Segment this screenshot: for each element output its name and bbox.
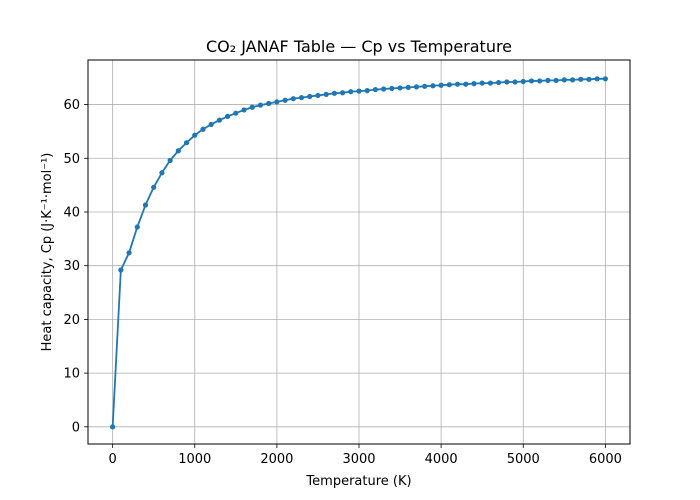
data-point — [504, 79, 510, 85]
x-tick-label: 4000 — [425, 452, 458, 467]
y-axis-label: Heat capacity, Cp (J·K⁻¹·mol⁻¹) — [40, 153, 55, 352]
data-point — [586, 76, 592, 82]
data-point — [381, 86, 387, 92]
x-tick-label: 6000 — [589, 452, 622, 467]
data-point — [561, 77, 567, 83]
y-axis-ticks: 0 10 20 30 40 50 60 — [63, 98, 88, 435]
data-point — [282, 97, 288, 103]
data-point — [307, 93, 313, 100]
data-point — [290, 96, 296, 102]
x-axis-label: Temperature (K) — [305, 474, 411, 489]
data-point — [520, 78, 526, 85]
data-point — [422, 83, 428, 89]
y-tick-label: 20 — [63, 313, 80, 328]
data-point — [175, 148, 181, 154]
data-point — [192, 132, 198, 138]
data-point — [389, 85, 395, 92]
data-point — [298, 94, 305, 101]
data-point — [528, 78, 535, 84]
data-point — [471, 81, 477, 87]
data-point — [118, 267, 124, 273]
data-point — [454, 81, 461, 87]
data-point — [512, 79, 518, 85]
chart-title: CO₂ JANAF Table — Cp vs Temperature — [206, 37, 512, 56]
data-point — [496, 79, 502, 86]
data-point — [479, 80, 485, 86]
data-point — [183, 140, 190, 146]
data-point — [208, 121, 214, 128]
data-point — [200, 126, 206, 132]
data-point — [126, 250, 132, 256]
x-tick-label: 5000 — [507, 452, 540, 467]
y-tick-label: 50 — [63, 152, 80, 167]
data-point — [446, 82, 452, 88]
grid — [88, 60, 630, 444]
data-point — [405, 84, 411, 90]
data-point — [142, 202, 149, 208]
data-point — [159, 170, 165, 176]
data-point — [463, 81, 469, 87]
data-point — [241, 107, 247, 113]
x-tick-label: 2000 — [260, 452, 293, 467]
data-point — [167, 157, 173, 164]
y-tick-label: 0 — [72, 420, 80, 435]
data-point — [216, 117, 222, 123]
data-point — [323, 91, 329, 97]
data-point — [249, 104, 255, 110]
data-point — [348, 89, 354, 95]
data-point — [331, 90, 337, 96]
x-tick-label: 0 — [108, 452, 116, 467]
data-point — [569, 77, 576, 83]
data-point — [356, 88, 362, 94]
x-tick-label: 3000 — [342, 452, 375, 467]
data-point — [315, 92, 321, 99]
data-point — [151, 184, 157, 190]
x-axis-ticks: 0 1000 2000 3000 4000 5000 6000 — [108, 444, 622, 467]
data-point — [233, 110, 239, 116]
data-point — [266, 100, 272, 107]
data-point — [537, 78, 543, 84]
data-point — [225, 113, 231, 119]
x-tick-label: 1000 — [178, 452, 211, 467]
y-tick-label: 40 — [63, 205, 80, 220]
data-point — [578, 76, 584, 82]
data-point — [594, 76, 600, 82]
data-point — [553, 77, 559, 84]
data-point — [134, 224, 140, 230]
data-point — [413, 84, 420, 90]
data-point — [487, 80, 493, 86]
data-point — [438, 82, 444, 88]
data-point — [110, 424, 116, 430]
y-tick-label: 10 — [63, 367, 80, 382]
data-point — [430, 83, 436, 89]
data-point — [545, 77, 551, 84]
y-tick-label: 30 — [63, 259, 80, 274]
data-point — [397, 85, 403, 91]
data-point — [372, 86, 379, 93]
data-point — [339, 90, 346, 96]
y-tick-label: 60 — [63, 98, 80, 113]
data-point — [274, 99, 280, 105]
series-layer — [110, 76, 608, 430]
data-point — [257, 102, 264, 108]
data-point — [602, 76, 608, 82]
data-point — [364, 88, 370, 94]
